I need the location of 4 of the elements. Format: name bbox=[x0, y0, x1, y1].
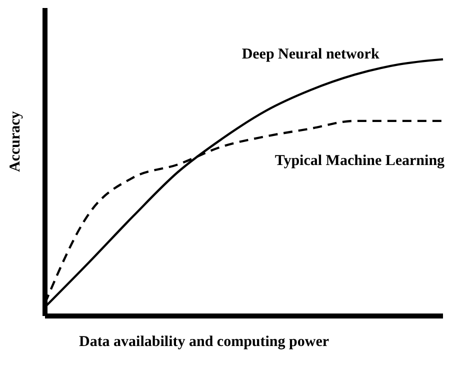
series-label: Typical Machine Learning bbox=[274, 152, 446, 169]
y-axis-title: Accuracy bbox=[7, 110, 24, 172]
series-label: Deep Neural network bbox=[242, 46, 380, 63]
x-axis-title: Data availability and computing power bbox=[78, 334, 330, 350]
